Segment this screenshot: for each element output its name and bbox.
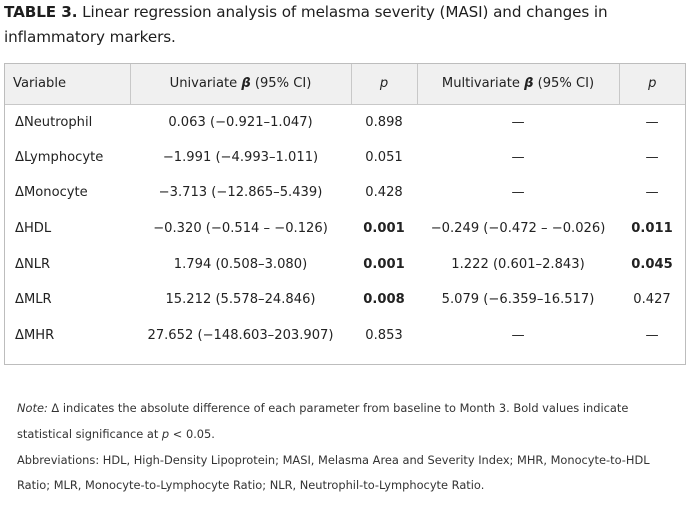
cell-univariate: −0.320 (−0.514 – −0.126) xyxy=(153,221,328,237)
footnote-note-text-2: < 0.05. xyxy=(169,426,215,441)
header-univariate-prefix: Univariate xyxy=(169,76,242,92)
footnote-abbreviations: Abbreviations: HDL, High-Density Lipopro… xyxy=(17,452,650,493)
cell-multivariate: 1.222 (0.601–2.843) xyxy=(451,256,585,272)
footnote-note-label: Note: xyxy=(17,401,48,415)
cell-univariate: −1.991 (−4.993–1.011) xyxy=(162,149,319,165)
cell-p-univariate: 0.051 xyxy=(365,149,403,165)
header-multivariate: Multivariate β (95% CI) xyxy=(417,64,620,105)
cell-variable: ΔLymphocyte xyxy=(15,149,104,165)
cell-p-multivariate: — xyxy=(645,114,659,130)
cell-p-multivariate: 0.427 xyxy=(633,292,671,308)
header-multivariate-suffix: (95% CI) xyxy=(533,76,595,92)
header-variable: Variable xyxy=(5,64,131,105)
cell-p-univariate: 0.898 xyxy=(365,114,403,130)
cell-multivariate: −0.249 (−0.472 – −0.026) xyxy=(430,221,606,237)
cell-p-univariate: 0.428 xyxy=(365,185,403,201)
cell-variable: ΔNeutrophil xyxy=(15,114,93,130)
table-row: ΔNLR 1.794 (0.508–3.080) 0.001 1.222 (0.… xyxy=(5,246,685,282)
header-multivariate-beta: β xyxy=(524,76,534,92)
cell-univariate: 0.063 (−0.921–1.047) xyxy=(168,114,313,130)
cell-p-univariate: 0.001 xyxy=(363,221,405,237)
cell-multivariate: — xyxy=(511,327,525,343)
cell-multivariate: — xyxy=(511,114,525,130)
cell-p-multivariate: — xyxy=(645,327,659,343)
cell-p-multivariate: — xyxy=(645,149,659,165)
cell-multivariate: — xyxy=(511,149,525,165)
cell-multivariate: — xyxy=(511,185,525,201)
table-row: ΔMLR 15.212 (5.578–24.846) 0.008 5.079 (… xyxy=(5,282,685,318)
table-row: ΔHDL −0.320 (−0.514 – −0.126) 0.001 −0.2… xyxy=(5,211,685,247)
cell-multivariate: 5.079 (−6.359–16.517) xyxy=(441,292,595,308)
caption-text: Linear regression analysis of melasma se… xyxy=(4,3,608,46)
cell-p-univariate: 0.001 xyxy=(363,256,405,272)
table-footnotes: Note: Δ indicates the absolute differenc… xyxy=(17,396,677,499)
regression-table: Variable Univariate β (95% CI) p Multiva… xyxy=(4,63,686,365)
header-multivariate-prefix: Multivariate xyxy=(441,76,525,92)
caption-label: TABLE 3. xyxy=(4,3,78,21)
table-caption: TABLE 3. Linear regression analysis of m… xyxy=(4,0,688,49)
cell-variable: ΔMLR xyxy=(15,292,52,308)
cell-p-multivariate: 0.011 xyxy=(631,221,673,237)
cell-variable: ΔMHR xyxy=(15,327,55,343)
cell-p-univariate: 0.008 xyxy=(363,292,405,308)
cell-variable: ΔHDL xyxy=(15,221,52,237)
table-header-row: Variable Univariate β (95% CI) p Multiva… xyxy=(5,64,685,105)
header-univariate-beta: β xyxy=(241,76,251,92)
cell-univariate: 1.794 (0.508–3.080) xyxy=(173,256,308,272)
header-p-univariate: p xyxy=(351,64,418,105)
table-row: ΔLymphocyte −1.991 (−4.993–1.011) 0.051 … xyxy=(5,140,685,176)
header-univariate: Univariate β (95% CI) xyxy=(130,64,352,105)
cell-variable: ΔNLR xyxy=(15,256,51,272)
cell-p-multivariate: — xyxy=(645,185,659,201)
footnote-note-p: p xyxy=(161,426,170,441)
table-row: ΔMonocyte −3.713 (−12.865–5.439) 0.428 —… xyxy=(5,175,685,211)
cell-univariate: 15.212 (5.578–24.846) xyxy=(165,292,316,308)
cell-univariate: −3.713 (−12.865–5.439) xyxy=(158,185,323,201)
cell-p-multivariate: 0.045 xyxy=(631,256,673,272)
header-univariate-suffix: (95% CI) xyxy=(250,76,312,92)
cell-variable: ΔMonocyte xyxy=(15,185,88,201)
table-row: ΔNeutrophil 0.063 (−0.921–1.047) 0.898 —… xyxy=(5,104,685,140)
footnote-note: Note: Δ indicates the absolute differenc… xyxy=(17,396,677,448)
footnote-note-text-1: Δ indicates the absolute difference of e… xyxy=(17,401,629,441)
table-row: ΔMHR 27.652 (−148.603–203.907) 0.853 — — xyxy=(5,318,685,354)
header-p-multivariate: p xyxy=(619,64,685,105)
cell-p-univariate: 0.853 xyxy=(365,327,403,343)
cell-univariate: 27.652 (−148.603–203.907) xyxy=(147,327,334,343)
